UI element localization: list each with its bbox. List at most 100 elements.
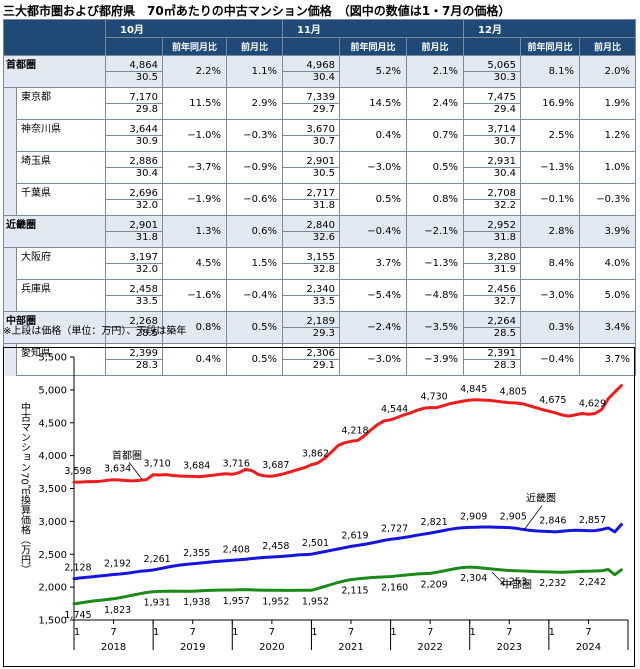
month-tick-label: 1 <box>153 627 159 638</box>
price-cell: 7,339 <box>282 87 341 104</box>
age-cell: 30.3 <box>463 71 522 88</box>
table-row: 神奈川県 3,644 −1.0% −0.3% 3,670 0.4% 0.7% 3,714 2.5… <box>3 119 637 152</box>
data-label: 2,304 <box>460 573 487 584</box>
prefecture-name: 埼玉県 <box>16 151 106 184</box>
leader-line <box>491 571 505 585</box>
yoy-cell: 5.2% <box>339 55 408 88</box>
price-cell: 2,717 <box>282 183 341 200</box>
month-tick-label: 7 <box>585 627 591 638</box>
yoy-cell: 8.1% <box>520 55 581 88</box>
month-tick-label: 1 <box>311 627 317 638</box>
data-label: 2,253 <box>500 576 527 587</box>
yoy-cell: 0.3% <box>520 311 581 344</box>
price-cell: 2,901 <box>282 151 341 168</box>
chart-svg: 1,500 2,000 2,500 3,000 3,500 4,000 4,500 5,000… <box>19 353 629 653</box>
month-tick-label: 1 <box>74 627 80 638</box>
price-cell: 7,475 <box>463 87 522 104</box>
region-indent <box>3 247 17 280</box>
mom-cell: −0.6% <box>225 183 284 216</box>
series-line-1 <box>72 384 623 484</box>
data-label: 4,675 <box>539 395 566 406</box>
price-cell: 3,644 <box>105 119 163 136</box>
prefecture-name: 愛知県 <box>16 343 106 376</box>
price-cell: 2,886 <box>105 151 163 168</box>
yoy-cell: 2.2% <box>162 55 227 88</box>
table-row: 31.8 32.6 31.8 <box>4 231 636 248</box>
header-month-2: 11月 <box>282 19 465 38</box>
data-label: 4,544 <box>381 404 408 415</box>
age-cell: 32.0 <box>105 263 163 280</box>
price-cell: 2,340 <box>282 279 341 296</box>
yoy-cell: −1.0% <box>162 119 227 152</box>
year-label: 2024 <box>576 642 601 653</box>
data-label: 2,857 <box>579 515 606 526</box>
table-row: 東京都 7,170 11.5% 2.9% 7,339 14.5% 2.4% 7,475 16.9… <box>3 87 637 120</box>
month-tick-label: 7 <box>427 627 433 638</box>
table-row: 中部圏 2,268 0.8% 0.5% 2,189 −2.4% −3.5% 2,264 0.3%… <box>3 311 637 344</box>
mom-cell: −4.8% <box>406 279 465 312</box>
age-cell: 30.4 <box>463 167 522 184</box>
price-cell: 2,952 <box>463 215 522 232</box>
data-label: 4,629 <box>579 398 606 409</box>
data-label: 2,458 <box>262 541 289 552</box>
mom-cell: 2.1% <box>406 55 465 88</box>
price-cell: 2,696 <box>105 183 163 200</box>
mom-cell: −3.9% <box>406 343 465 376</box>
yoy-cell: 3.7% <box>339 247 408 280</box>
table-row: 愛知県 2,399 0.4% 0.5% 2,306 −3.0% −3.9% 2,391 −0.4… <box>3 343 637 376</box>
table-row: 32.0 32.8 31.9 <box>4 263 636 280</box>
table-note: ※上段は価格（単位：万円）、下段は築年 <box>3 326 187 337</box>
yoy-cell: 1.3% <box>162 215 227 248</box>
data-label: 3,862 <box>302 449 329 460</box>
y-tick-label: 3,500 <box>38 484 67 495</box>
mom-cell: 2.0% <box>579 55 637 88</box>
y-tick-label: 2,500 <box>38 550 67 561</box>
age-cell: 28.5 <box>463 327 522 344</box>
yoy-cell: 2.5% <box>520 119 581 152</box>
mom-cell: −2.1% <box>406 215 465 248</box>
data-label: 1,952 <box>262 596 289 607</box>
mom-cell: 1.0% <box>579 151 637 184</box>
y-axis-title: 中古マンション70㎡換算価格（万円） <box>19 401 31 575</box>
age-cell: 30.9 <box>105 135 163 152</box>
price-cell: 2,189 <box>282 311 341 328</box>
y-tick-label: 2,000 <box>38 583 67 594</box>
data-label: 2,905 <box>500 512 527 523</box>
price-table: 10月 11月 12月 前年同月比 前月比 前年同月比 前月比 前年同月比 前月比 首都圏 4,86… <box>3 19 637 376</box>
data-label: 3,634 <box>104 464 131 475</box>
month-tick-label: 1 <box>549 627 555 638</box>
data-label: 4,218 <box>341 425 368 436</box>
yoy-cell: −1.9% <box>162 183 227 216</box>
month-tick-label: 7 <box>269 627 275 638</box>
data-label: 2,408 <box>223 544 250 555</box>
data-label: 3,687 <box>262 460 289 471</box>
year-label: 2019 <box>180 642 205 653</box>
table-row: 28.3 29.1 28.3 <box>4 359 636 376</box>
mom-cell: 0.6% <box>225 215 284 248</box>
age-cell: 32.8 <box>282 263 341 280</box>
mom-cell: −3.5% <box>406 311 465 344</box>
series-name-label: 中部圏 <box>502 578 532 591</box>
data-label: 1,957 <box>223 596 250 607</box>
header-month-1: 10月 <box>104 19 284 38</box>
data-label: 2,160 <box>381 583 408 594</box>
month-tick-label: 7 <box>506 627 512 638</box>
price-cell: 3,670 <box>282 119 341 136</box>
age-cell: 30.4 <box>105 167 163 184</box>
price-cell: 4,864 <box>105 55 163 72</box>
header-mom: 前月比 <box>225 37 284 56</box>
yoy-cell: −1.3% <box>520 151 581 184</box>
age-cell: 31.8 <box>463 231 522 248</box>
mom-cell: 1.1% <box>225 55 284 88</box>
price-cell: 3,280 <box>463 247 522 264</box>
price-cell: 2,456 <box>463 279 522 296</box>
table-row: 千葉県 2,696 −1.9% −0.6% 2,717 0.5% 0.8% 2,708 −0.1… <box>3 183 637 216</box>
prefecture-name: 大阪府 <box>16 247 106 280</box>
table-row: 大阪府 3,197 4.5% 1.5% 3,155 3.7% −1.3% 3,280 8.4% 4… <box>3 247 637 280</box>
header-price-blank <box>105 37 163 56</box>
region-indent <box>3 151 17 184</box>
mom-cell: 3.7% <box>579 343 637 376</box>
price-chart: 1,500 2,000 2,500 3,000 3,500 4,000 4,500 5,000… <box>3 347 635 667</box>
age-cell: 33.5 <box>282 295 341 312</box>
table-row: 近畿圏 2,901 1.3% 0.6% 2,840 −0.4% −2.1% 2,952 2.8%… <box>3 215 637 248</box>
